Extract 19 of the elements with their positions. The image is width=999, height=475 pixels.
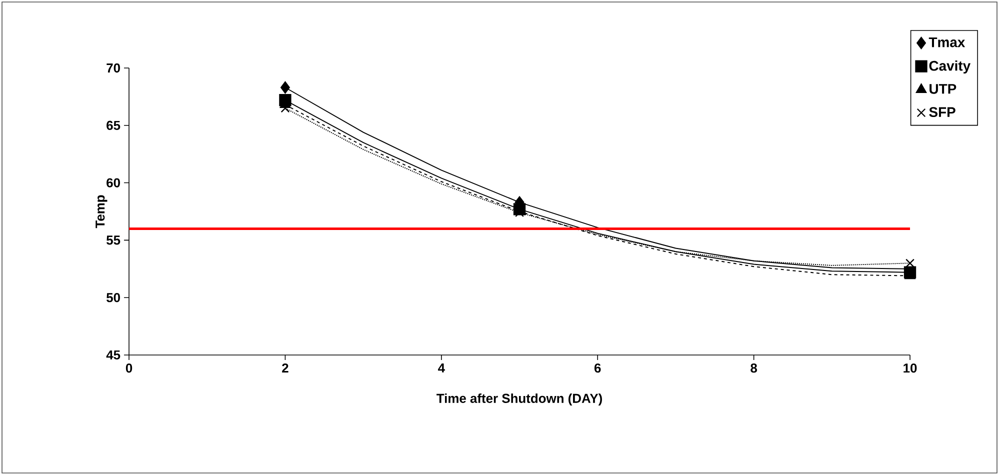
- x-tick-label: 10: [904, 363, 917, 373]
- point: [280, 81, 290, 94]
- x-tick-label: 6: [594, 363, 601, 373]
- legend-label: UTP: [930, 84, 956, 94]
- y-axis-title: Temp: [96, 195, 108, 228]
- legend-label: SFP: [929, 107, 956, 117]
- y-tick-label: 70: [106, 63, 120, 73]
- y-tick-label: 65: [106, 120, 120, 130]
- legend-label: Tmax: [928, 37, 966, 48]
- x-tick-label: 8: [750, 363, 758, 373]
- x-axis-title: Time after Shutdown (DAY): [436, 393, 602, 406]
- y-tick-label: 45: [106, 350, 120, 360]
- legend-label: Cavity: [929, 60, 971, 74]
- y-tick-label: 60: [106, 178, 120, 188]
- x-tick-label: 2: [282, 363, 288, 373]
- y-tick-label: 50: [106, 292, 120, 302]
- y-tick-label: 55: [106, 236, 120, 245]
- x-tick-label: 4: [438, 363, 445, 372]
- x-tick-label: 0: [126, 363, 132, 373]
